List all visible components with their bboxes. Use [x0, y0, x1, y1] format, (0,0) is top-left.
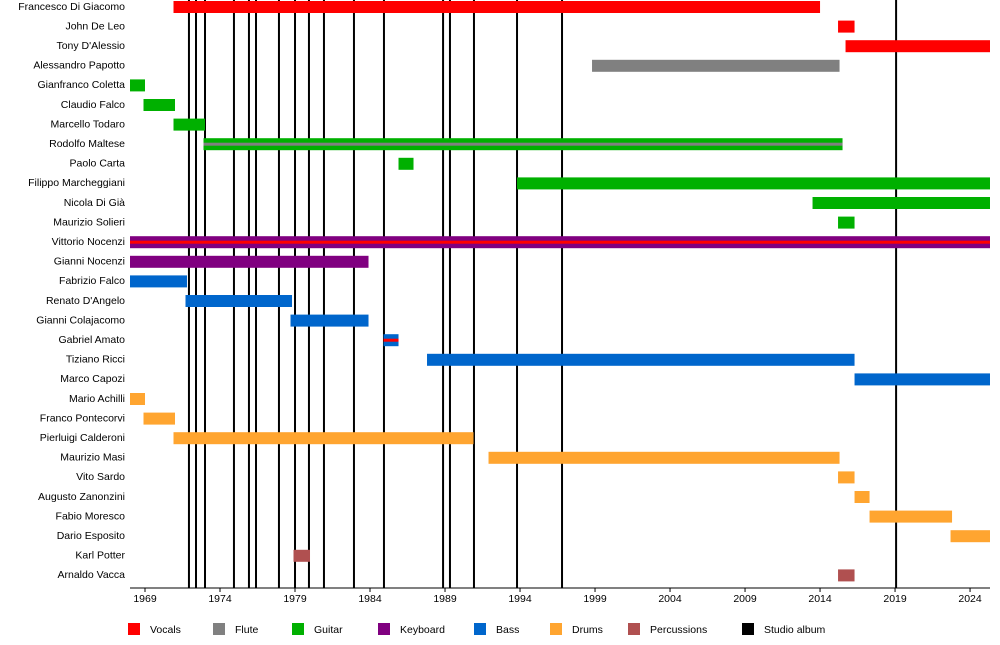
x-tick-label: 1974	[208, 593, 232, 605]
member-name: Augusto Zanonzini	[38, 491, 125, 503]
member-bar	[427, 353, 855, 366]
member-name: Pierluigi Calderoni	[40, 432, 125, 444]
member-bar	[130, 79, 146, 92]
x-tick-label: 2004	[658, 593, 682, 605]
member-bar	[130, 255, 369, 268]
member-name: Mario Achilli	[69, 393, 125, 405]
member-bar	[854, 491, 870, 503]
legend-label: Studio album	[764, 624, 826, 636]
member-bar	[173, 118, 206, 131]
member-bar	[838, 20, 855, 33]
member-name: Nicola Di Già	[64, 197, 125, 209]
member-name: Arnaldo Vacca	[57, 569, 125, 581]
member-name: Alessandro Papotto	[33, 60, 125, 72]
legend-swatch	[378, 623, 390, 635]
member-bar	[173, 432, 474, 445]
x-tick-label: 2009	[733, 593, 757, 605]
x-tick-label: 2014	[808, 593, 832, 605]
member-bar	[592, 59, 840, 72]
legend-swatch	[550, 623, 562, 635]
member-name: Vito Sardo	[76, 471, 125, 483]
member-name: Filippo Marcheggiani	[28, 177, 125, 189]
member-name: Tiziano Ricci	[66, 354, 125, 366]
member-name: Vittorio Nocenzi	[52, 236, 125, 248]
member-bar	[185, 295, 293, 307]
member-bar	[383, 338, 399, 342]
member-name: Dario Esposito	[57, 530, 125, 542]
member-bar	[812, 197, 990, 209]
member-name: Maurizio Solieri	[53, 216, 125, 228]
x-tick-label: 1989	[433, 593, 457, 605]
legend-label: Percussions	[650, 624, 707, 636]
member-bar	[854, 373, 990, 386]
legend-swatch	[474, 623, 486, 635]
legend-label: Guitar	[314, 624, 343, 636]
member-bar	[517, 177, 990, 190]
member-bar	[290, 314, 369, 327]
member-bar	[838, 569, 855, 582]
member-bar	[845, 40, 990, 53]
member-name: Paolo Carta	[70, 158, 126, 170]
member-name: Karl Potter	[75, 550, 125, 562]
member-name: Renato D'Angelo	[46, 295, 125, 307]
member-name: Maurizio Masi	[60, 452, 125, 464]
member-name: Gianni Colajacomo	[36, 314, 125, 326]
member-bar	[203, 142, 843, 146]
member-bar	[173, 1, 821, 13]
member-bar	[838, 471, 855, 484]
member-name: John De Leo	[65, 20, 125, 32]
x-tick-label: 1969	[133, 593, 157, 605]
legend-swatch	[128, 623, 140, 635]
legend-swatch	[292, 623, 304, 635]
member-name: Gianni Nocenzi	[54, 256, 125, 268]
x-tick-label: 1994	[508, 593, 532, 605]
legend-swatch	[628, 623, 640, 635]
member-bar	[950, 530, 990, 543]
member-name: Marco Capozi	[60, 373, 125, 385]
member-name: Francesco Di Giacomo	[18, 1, 125, 13]
member-bar	[293, 549, 311, 562]
legend-swatch	[742, 623, 754, 635]
member-name: Fabio Moresco	[56, 510, 126, 522]
member-bar	[143, 412, 176, 425]
member-bar	[143, 99, 176, 111]
x-tick-label: 2019	[883, 593, 907, 605]
legend-label: Bass	[496, 624, 519, 636]
legend-swatch	[213, 623, 225, 635]
legend-label: Drums	[572, 624, 603, 636]
legend-label: Keyboard	[400, 624, 445, 636]
member-bar	[130, 393, 146, 405]
x-tick-label: 1979	[283, 593, 307, 605]
member-bar	[398, 157, 414, 170]
member-bar	[838, 216, 855, 229]
member-name: Gabriel Amato	[58, 334, 125, 346]
member-name: Gianfranco Coletta	[37, 79, 125, 91]
member-bar	[869, 510, 953, 523]
x-tick-label: 1999	[583, 593, 607, 605]
member-bar	[130, 240, 990, 244]
x-tick-label: 1984	[358, 593, 382, 605]
legend-label: Vocals	[150, 624, 181, 636]
member-bar	[130, 275, 188, 288]
member-bar	[488, 451, 840, 464]
member-name: Marcello Todaro	[50, 118, 125, 130]
x-tick-label: 2024	[958, 593, 982, 605]
member-name: Fabrizio Falco	[59, 275, 125, 287]
member-name: Franco Pontecorvi	[40, 412, 125, 424]
legend-label: Flute	[235, 624, 259, 636]
member-name: Claudio Falco	[61, 99, 125, 111]
member-name: Tony D'Alessio	[56, 40, 125, 52]
member-name: Rodolfo Maltese	[49, 138, 125, 150]
